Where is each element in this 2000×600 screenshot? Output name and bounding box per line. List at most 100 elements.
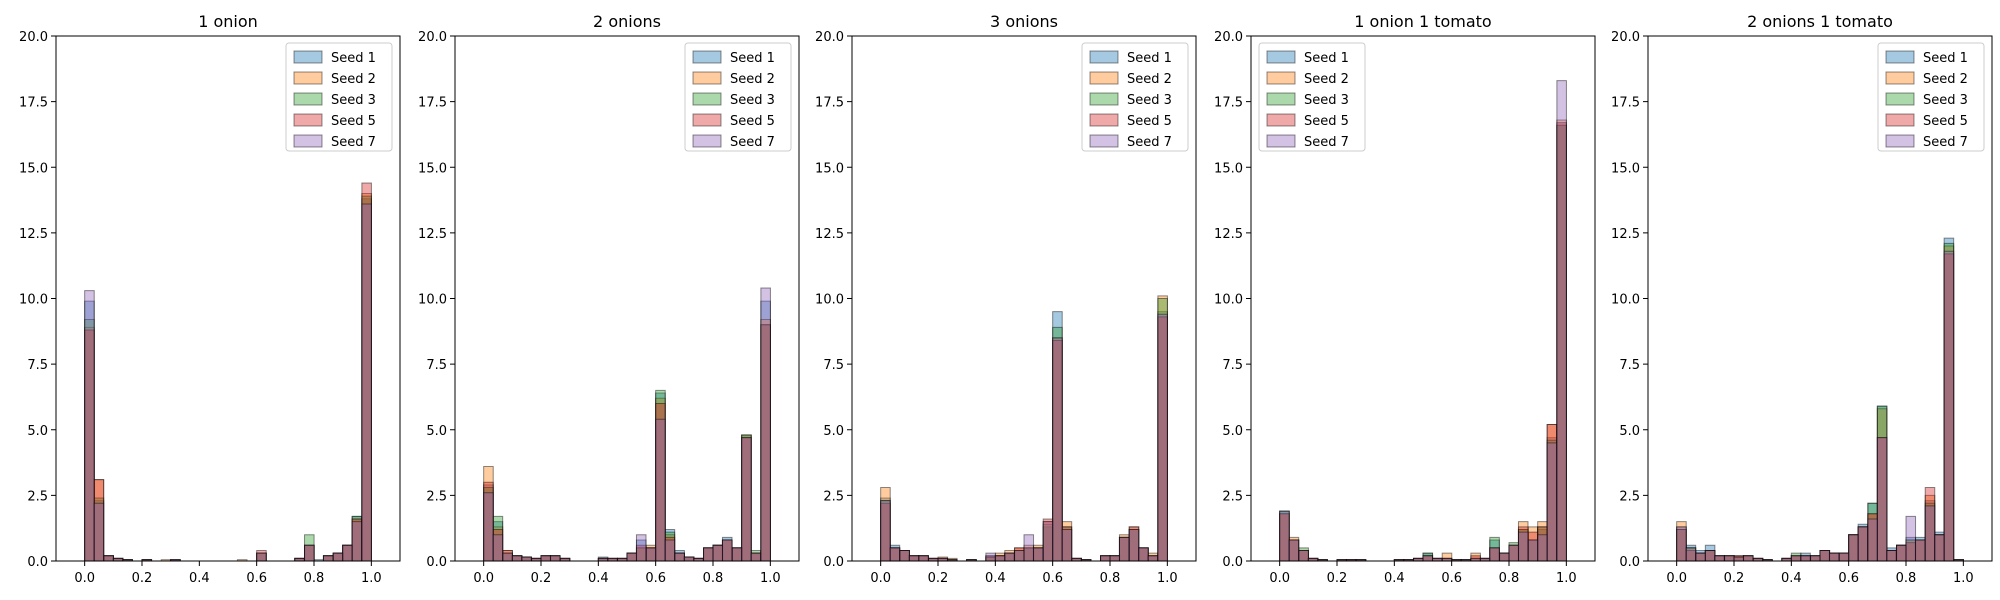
x-tick-label: 0.6 [645, 571, 666, 586]
histogram-bar [731, 547, 743, 562]
series-seed-7 [84, 203, 372, 562]
series-seed-7 [880, 313, 1168, 562]
x-tick-label: 0.6 [1441, 571, 1462, 586]
histogram-bar [1742, 555, 1754, 562]
y-tick-label: 5.0 [823, 424, 844, 439]
histogram-bar [322, 555, 334, 562]
panel-4: 1 onion 1 tomato 0.0 0.2 0.4 0.6 0.8 1.0 0.0 2.5… [1214, 12, 1596, 586]
histogram-bar [1128, 529, 1140, 562]
x-tick-label: 0.2 [1327, 571, 1348, 586]
histogram-bar [1023, 534, 1035, 562]
legend-box [1877, 42, 1985, 152]
histogram-bar [750, 552, 762, 562]
histogram-bar [1004, 552, 1015, 562]
y-tick-label: 7.5 [823, 358, 844, 373]
histogram-bar [1724, 555, 1735, 562]
legend: Seed 1 Seed 2 Seed 3 Seed 5 Seed 7 [684, 42, 792, 152]
histogram-bar [1489, 547, 1500, 562]
legend-swatch [293, 134, 323, 148]
panel-2: 2 onions 0.0 0.2 0.4 0.6 0.8 1.0 0.0 2.5 5.0 7.5 10… [418, 12, 800, 586]
histogram-bar [1934, 534, 1945, 562]
panel-title: 2 onions 1 tomato [1747, 12, 1893, 31]
legend-swatch [1266, 71, 1296, 85]
y-tick-label: 10.0 [418, 293, 447, 308]
histogram-bar [1905, 515, 1917, 562]
legend-swatch [1885, 92, 1915, 106]
panel-title: 1 onion 1 tomato [1354, 12, 1491, 31]
histogram-bar [1943, 250, 1955, 562]
legend-swatch [1885, 113, 1915, 127]
series-seed-3 [880, 298, 1168, 562]
y-tick-label: 17.5 [815, 96, 844, 111]
histogram-bar [1800, 555, 1811, 562]
histogram-bar [1838, 552, 1850, 562]
x-tick-label: 0.0 [1666, 571, 1687, 586]
series-seed-1 [84, 198, 372, 562]
legend: Seed 1 Seed 2 Seed 3 Seed 5 Seed 7 [1258, 42, 1366, 152]
histogram-bar [342, 544, 353, 562]
histogram-bar [1695, 552, 1706, 562]
legend-swatch [1266, 113, 1296, 127]
x-tick-label: 1.0 [1556, 571, 1577, 586]
legend-label: Seed 1 [1304, 51, 1349, 66]
x-tick-label: 0.0 [870, 571, 891, 586]
panel-title: 1 onion [198, 12, 258, 31]
series-seed-1 [1676, 237, 1964, 562]
histogram-bar [683, 556, 695, 562]
x-tick-label: 0.0 [473, 571, 494, 586]
legend-swatch [1089, 50, 1119, 64]
histogram-bar [332, 552, 344, 562]
histogram-bar [889, 547, 901, 562]
histogram-bar [502, 552, 513, 562]
x-tick-label: 0.2 [1724, 571, 1745, 586]
y-tick-label: 10.0 [19, 293, 48, 308]
histogram-bar [994, 555, 1006, 562]
y-tick-label: 2.5 [1222, 489, 1243, 504]
x-tick-label: 1.0 [1157, 571, 1178, 586]
histogram-bar [1537, 534, 1548, 562]
series-seed-7 [483, 287, 771, 562]
series-seed-1 [483, 300, 771, 562]
x-tick-label: 1.0 [760, 571, 781, 586]
y-tick-label: 12.5 [418, 227, 447, 242]
histogram-bar [664, 539, 676, 562]
y-tick-label: 0.0 [426, 555, 447, 570]
legend-label: Seed 2 [1304, 72, 1349, 87]
series-seed-2 [1279, 119, 1567, 562]
y-tick-label: 17.5 [1611, 96, 1640, 111]
y-tick-label: 7.5 [1222, 358, 1243, 373]
x-tick-label: 0.4 [189, 571, 210, 586]
legend-swatch [1885, 134, 1915, 148]
histogram-bar [1014, 550, 1025, 562]
histogram-bar [1790, 555, 1802, 562]
series-seed-5 [880, 316, 1168, 562]
histogram-bar [1556, 80, 1567, 562]
histogram-bar [1109, 555, 1121, 562]
x-tick-label: 0.4 [1384, 571, 1405, 586]
histogram-bar [1042, 521, 1054, 562]
histogram-bar [304, 544, 315, 562]
histogram-bar [1704, 550, 1716, 562]
y-tick-label: 10.0 [1214, 293, 1243, 308]
legend-swatch [692, 134, 722, 148]
y-tick-label: 12.5 [1611, 227, 1640, 242]
histogram-bar [1527, 539, 1539, 562]
y-tick-label: 7.5 [1619, 358, 1640, 373]
legend-swatch [1089, 92, 1119, 106]
x-tick-label: 0.6 [1838, 571, 1859, 586]
panel-1: 1 onion 0.0 0.2 0.4 0.6 0.8 1.0 0.0 2.5 5.0 7.5 10.… [19, 12, 401, 586]
legend: Seed 1 Seed 2 Seed 3 Seed 5 Seed 7 [1877, 42, 1985, 152]
legend-label: Seed 1 [1923, 51, 1968, 66]
histogram-bar [1876, 437, 1888, 562]
legend-box [684, 42, 792, 152]
y-tick-label: 12.5 [815, 227, 844, 242]
legend-swatch [692, 113, 722, 127]
series-seed-7 [1279, 80, 1567, 562]
histogram-bar [351, 521, 363, 562]
histogram-bar [521, 556, 532, 562]
histogram-bar [1546, 442, 1558, 562]
y-tick-label: 2.5 [823, 489, 844, 504]
series-seed-5 [1279, 122, 1567, 562]
series-seed-7 [1676, 250, 1964, 562]
histogram-bar [1138, 547, 1149, 562]
